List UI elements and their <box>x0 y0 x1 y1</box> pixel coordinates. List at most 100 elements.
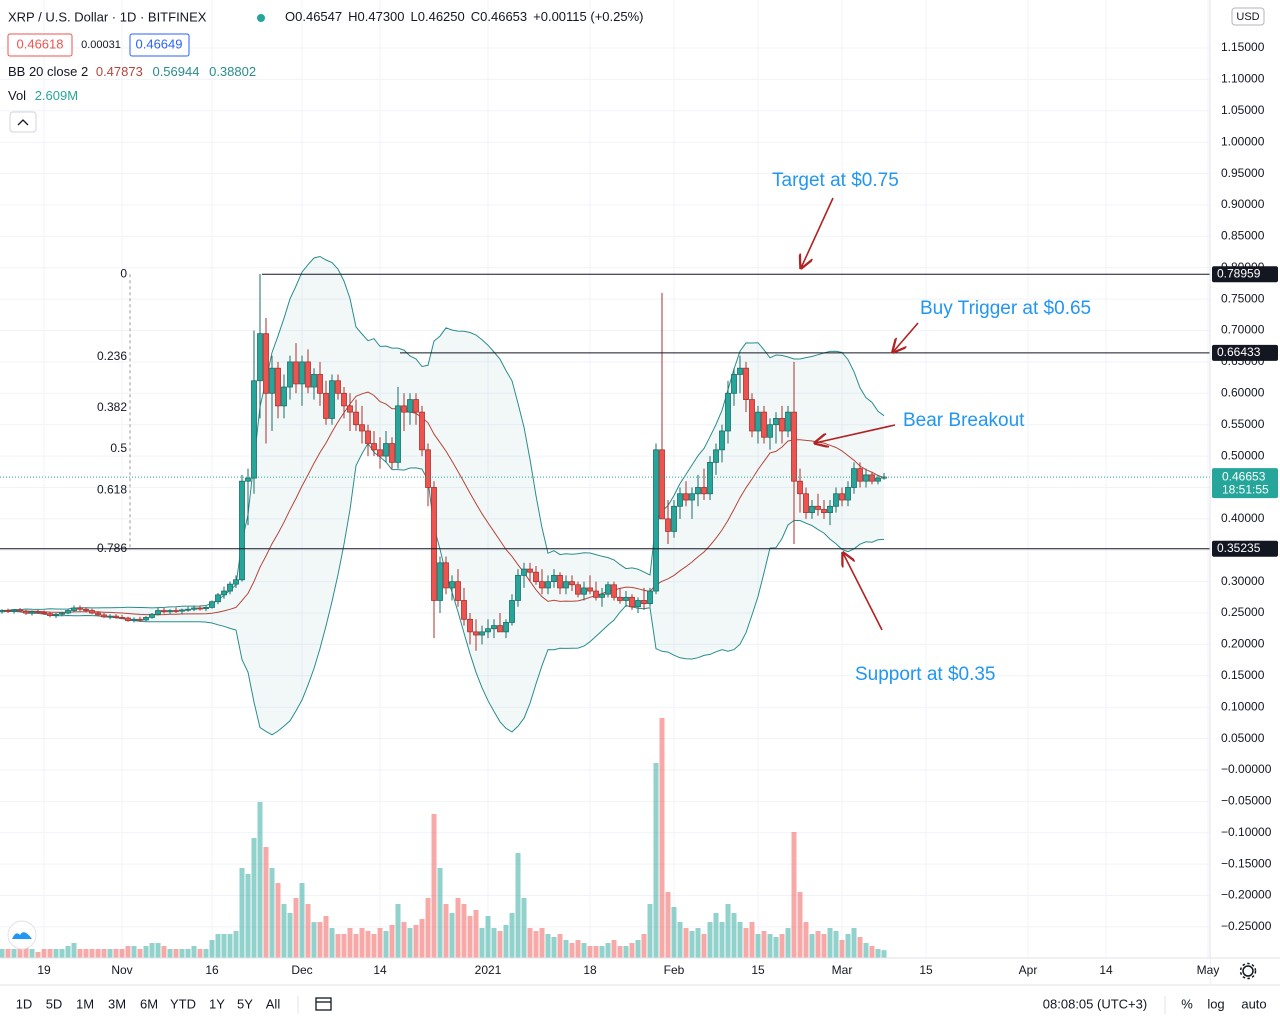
volume-bar <box>371 934 377 958</box>
candle-body <box>623 596 629 601</box>
volume-bar <box>623 946 629 958</box>
candle-body <box>785 411 791 432</box>
candle-body <box>431 487 437 601</box>
volume-bar <box>587 946 593 958</box>
candle-body <box>497 625 503 633</box>
volume-bar <box>467 916 473 958</box>
y-tick-label: 0.75000 <box>1221 291 1265 305</box>
volume-bar <box>209 940 215 958</box>
candle-body <box>341 392 347 407</box>
volume-bar <box>473 910 479 958</box>
candle-body <box>89 610 95 614</box>
volume-bar <box>491 928 497 958</box>
volume-bar <box>581 943 587 958</box>
indicator-legend: BB 20 close 2 0.47873 0.56944 0.38802 <box>8 64 256 79</box>
candle-body <box>677 493 683 507</box>
volume-bar <box>683 928 689 958</box>
candle-body <box>527 568 533 573</box>
volume-bar <box>47 949 53 958</box>
y-tick-label: 0.55000 <box>1221 417 1265 431</box>
y-tick-label: 0.05000 <box>1221 731 1265 745</box>
range-button[interactable]: YTD <box>170 996 196 1011</box>
volume-bar <box>809 934 815 958</box>
candle-body <box>359 424 365 432</box>
candle-body <box>617 596 623 601</box>
candle-body <box>563 581 569 589</box>
x-tick-label: 15 <box>919 963 933 977</box>
volume-bar <box>329 928 335 958</box>
volume-bar <box>173 949 179 958</box>
bid[interactable]: 0.46618 <box>17 36 64 51</box>
candle-body <box>263 333 269 394</box>
range-button[interactable]: 3M <box>108 996 126 1011</box>
candle-body <box>455 581 461 601</box>
ask[interactable]: 0.46649 <box>136 36 183 51</box>
range-button[interactable]: 1D <box>16 996 33 1011</box>
volume-bar <box>341 934 347 958</box>
candle-body <box>281 386 287 407</box>
gear[interactable] <box>1242 965 1254 977</box>
clock[interactable]: 08:08:05 (UTC+3) <box>1043 996 1147 1011</box>
collapse-button[interactable] <box>9 111 37 133</box>
volume-bar <box>0 949 5 958</box>
calendar-icon[interactable] <box>315 997 332 1011</box>
volume-bar <box>539 928 545 958</box>
annotations: Target at $0.75 Buy Trigger at $0.65 Bea… <box>772 170 1091 685</box>
range-button[interactable]: 1Y <box>209 996 225 1011</box>
candle-body <box>689 493 695 501</box>
buy-button[interactable] <box>129 33 190 57</box>
volume-bar <box>125 946 131 958</box>
volume-bar <box>497 931 503 958</box>
candle-body <box>329 380 335 419</box>
y-tick-label: 1.10000 <box>1221 72 1265 86</box>
logo-mark <box>12 932 32 939</box>
volume-bar <box>281 904 287 958</box>
candle-body <box>365 430 371 444</box>
y-tick-label: 0.20000 <box>1221 637 1265 651</box>
candle-body <box>803 493 809 513</box>
candle-body <box>653 449 659 592</box>
arrow <box>801 197 834 268</box>
currency[interactable]: USD <box>1236 11 1259 23</box>
y-tick-label: 1.05000 <box>1221 103 1265 117</box>
y-tick-label: −0.15000 <box>1221 856 1272 870</box>
volume-bar <box>11 949 17 958</box>
candle-body <box>131 618 137 621</box>
volume-bar <box>239 868 245 958</box>
currency-button[interactable] <box>1231 7 1265 26</box>
candle-body <box>353 411 359 426</box>
arrow <box>893 322 919 352</box>
arrow <box>843 553 883 631</box>
percent-toggle[interactable]: % <box>1181 996 1193 1011</box>
sell-button[interactable] <box>7 33 73 57</box>
y-tick-label: 0.30000 <box>1221 574 1265 588</box>
candle-body <box>11 609 17 612</box>
candle-body <box>389 443 395 463</box>
range-button[interactable]: 5Y <box>237 996 253 1011</box>
auto-toggle[interactable]: auto <box>1241 996 1266 1011</box>
volume-bar <box>317 922 323 958</box>
fib-level-label: 0 <box>120 266 127 280</box>
x-tick-label: Nov <box>111 963 132 977</box>
candle-body <box>731 374 737 394</box>
volume-bar <box>563 940 569 958</box>
volume-bar <box>647 904 653 958</box>
annotation: Buy Trigger at $0.65 <box>920 298 1091 319</box>
volume-bar <box>101 949 107 958</box>
volume-bar <box>569 943 575 958</box>
range-button[interactable]: 5D <box>46 996 63 1011</box>
range-button[interactable]: All <box>266 996 281 1011</box>
volume-bar <box>869 946 875 958</box>
bb-lower-value: 0.38802 <box>209 64 256 79</box>
range-button[interactable]: 1M <box>76 996 94 1011</box>
volume-bar <box>89 949 95 958</box>
candle-body <box>29 611 35 614</box>
range-button[interactable]: 6M <box>140 996 158 1011</box>
date-range-button[interactable] <box>315 997 332 1011</box>
settings-button[interactable] <box>1239 962 1257 980</box>
range-buttons: 1D 5D 1M 3M 6M YTD 1Y 5Y All <box>16 996 281 1011</box>
volume-bar <box>389 925 395 958</box>
candle-body <box>773 418 779 426</box>
log-toggle[interactable]: log <box>1207 996 1224 1011</box>
candle-body <box>515 574 521 601</box>
